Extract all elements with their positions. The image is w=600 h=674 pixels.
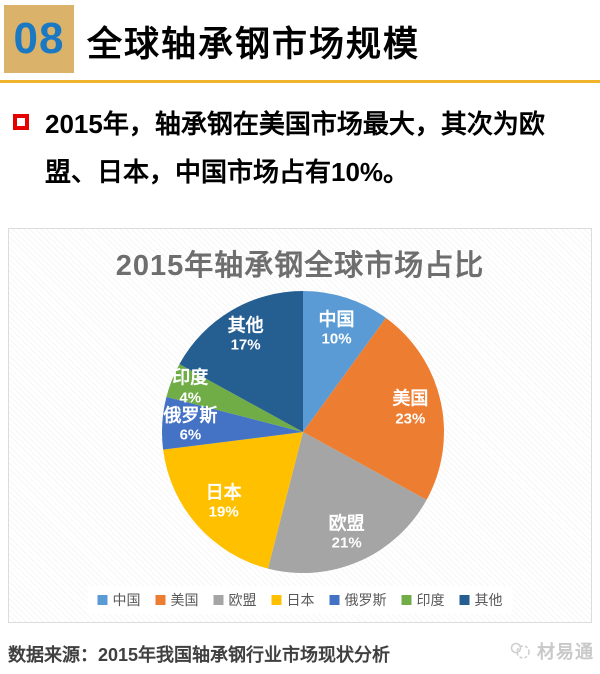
pie-slice-5 xyxy=(166,364,303,432)
legend-item-4: 俄罗斯 xyxy=(329,590,387,610)
pie-slice-name: 日本 xyxy=(205,482,242,503)
legend-label: 中国 xyxy=(112,592,141,608)
pie-slice-name: 中国 xyxy=(318,309,355,330)
legend-swatch-icon xyxy=(155,595,166,605)
legend-swatch-icon xyxy=(213,595,224,605)
pie-slice-label-3: 日本 19% xyxy=(206,481,242,522)
legend-item-3: 日本 xyxy=(271,590,315,610)
legend-label: 美国 xyxy=(170,592,199,608)
pie-slice-3 xyxy=(163,432,303,569)
legend-label: 日本 xyxy=(286,592,315,608)
pie-slice-label-6: 其他 17% xyxy=(228,314,264,355)
pie-slice-label-1: 美国 23% xyxy=(392,387,428,428)
chart-panel: 2015年轴承钢全球市场占比 中国 10% 美国 23% 欧盟 21% 日本 19% 俄罗斯 6%… xyxy=(8,228,592,623)
pie-slice-label-4: 俄罗斯 6% xyxy=(163,404,217,445)
pie-slice-name: 其他 xyxy=(227,315,264,336)
legend-item-2: 欧盟 xyxy=(213,590,257,610)
legend-swatch-icon xyxy=(271,595,282,605)
pie-slice-label-5: 印度 4% xyxy=(172,367,208,408)
legend-swatch-icon xyxy=(97,595,108,605)
slide-number-box: 08 xyxy=(4,5,74,73)
legend-label: 俄罗斯 xyxy=(344,592,387,608)
pie-chart xyxy=(161,291,445,574)
legend-swatch-icon xyxy=(329,595,340,605)
pie-slice-percent: 21% xyxy=(331,534,362,552)
legend-item-5: 印度 xyxy=(401,590,445,610)
legend-item-6: 其他 xyxy=(459,590,503,610)
header-divider xyxy=(0,80,600,83)
data-source-text: 数据来源：2015年我国轴承钢行业市场现状分析 xyxy=(8,645,391,665)
watermark-logo-icon xyxy=(510,642,530,659)
pie-slice-name: 俄罗斯 xyxy=(163,405,218,426)
pie-slice-1 xyxy=(303,317,445,500)
bullet-square-icon xyxy=(13,114,29,130)
pie-slice-6 xyxy=(179,291,303,432)
pie-slice-label-2: 欧盟 21% xyxy=(329,512,365,553)
legend-item-0: 中国 xyxy=(97,590,141,610)
legend-item-1: 美国 xyxy=(155,590,199,610)
pie-slice-percent: 23% xyxy=(395,409,426,427)
watermark: 材易通 xyxy=(509,638,594,664)
legend-label: 其他 xyxy=(474,592,503,608)
chart-title: 2015年轴承钢全球市场占比 xyxy=(115,250,485,282)
pie-slice-0 xyxy=(303,291,386,432)
pie-slice-percent: 19% xyxy=(208,503,239,521)
pie-slice-percent: 10% xyxy=(321,330,352,348)
pie-slice-name: 美国 xyxy=(392,388,429,409)
slide-number: 08 xyxy=(13,14,65,63)
pie-slice-percent: 4% xyxy=(179,389,202,407)
pie-slice-4 xyxy=(161,396,303,450)
legend-label: 欧盟 xyxy=(228,592,257,608)
legend-label: 印度 xyxy=(416,592,445,608)
legend-swatch-icon xyxy=(459,595,470,605)
page-title: 全球轴承钢市场规模 xyxy=(87,25,421,64)
watermark-text: 材易通 xyxy=(537,642,594,662)
pie-slice-name: 欧盟 xyxy=(328,513,365,534)
pie-slice-name: 印度 xyxy=(172,367,209,388)
chart-legend: 中国 美国 欧盟 日本 俄罗斯 印度 其他 xyxy=(87,586,513,614)
pie-slice-label-0: 中国 10% xyxy=(319,308,355,349)
pie-slice-2 xyxy=(267,432,427,574)
legend-swatch-icon xyxy=(401,595,412,605)
pie-slice-percent: 6% xyxy=(179,426,202,444)
bullet-text: 2015年，轴承钢在美国市场最大，其次为欧盟、日本，中国市场占有10%。 xyxy=(45,109,545,187)
pie-slice-percent: 17% xyxy=(230,336,261,354)
